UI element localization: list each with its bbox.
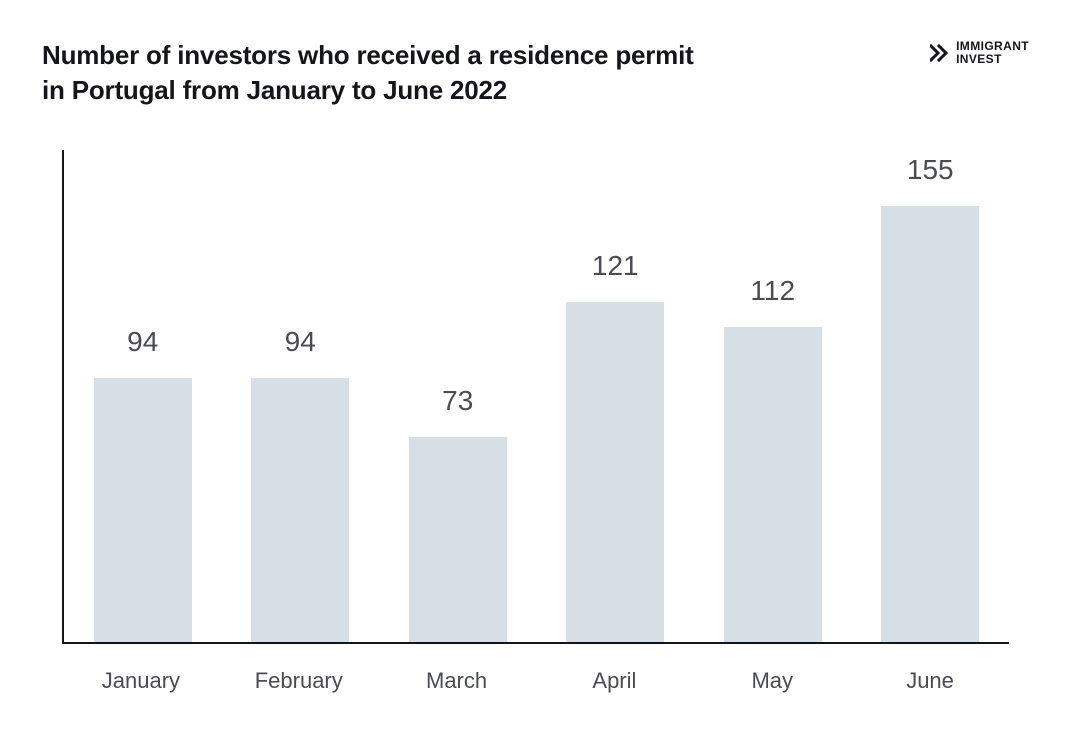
bar	[724, 327, 822, 642]
logo-line-1: IMMIGRANT	[956, 40, 1029, 53]
bar-value-label: 112	[750, 275, 795, 307]
bar-slot: 155	[852, 150, 1010, 642]
bar-chart: 94 94 73 121 112 155 JanuaryFebruaryMarchApri…	[42, 150, 1029, 699]
x-axis-labels: JanuaryFebruaryMarchAprilMayJune	[62, 654, 1009, 699]
bar-value-label: 94	[127, 326, 158, 358]
x-axis-label: March	[378, 654, 536, 699]
x-axis-label: April	[535, 654, 693, 699]
bar-slot: 121	[537, 150, 695, 642]
bar-value-label: 121	[592, 250, 639, 282]
bar	[566, 302, 664, 642]
x-axis-label: February	[220, 654, 378, 699]
logo-text: IMMIGRANT INVEST	[956, 40, 1029, 65]
bars-container: 94 94 73 121 112 155	[64, 150, 1009, 642]
bar	[94, 378, 192, 642]
bar-slot: 94	[222, 150, 380, 642]
x-axis-label: June	[851, 654, 1009, 699]
title-line-2: in Portugal from January to June 2022	[42, 75, 507, 105]
bar-value-label: 155	[907, 154, 954, 186]
chevrons-icon	[930, 43, 950, 63]
bar-value-label: 73	[442, 385, 473, 417]
bar-slot: 94	[64, 150, 222, 642]
title-line-1: Number of investors who received a resid…	[42, 40, 694, 70]
x-axis-label: January	[62, 654, 220, 699]
x-axis-label: May	[693, 654, 851, 699]
bar	[251, 378, 349, 642]
chart-title: Number of investors who received a resid…	[42, 38, 694, 108]
bar-slot: 112	[694, 150, 852, 642]
brand-logo: IMMIGRANT INVEST	[930, 40, 1029, 65]
header: Number of investors who received a resid…	[42, 38, 1029, 108]
bar-value-label: 94	[285, 326, 316, 358]
bar-slot: 73	[379, 150, 537, 642]
bar	[409, 437, 507, 642]
logo-line-2: INVEST	[956, 53, 1029, 66]
plot-area: 94 94 73 121 112 155	[62, 150, 1009, 644]
bar	[881, 206, 979, 642]
